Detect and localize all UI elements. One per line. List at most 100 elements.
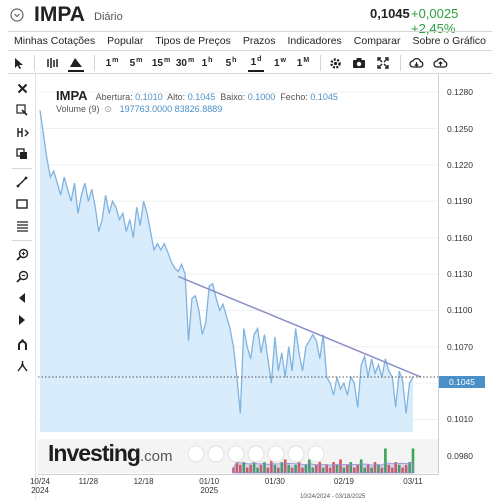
scroll-right-icon[interactable] [14, 312, 30, 328]
trendline [177, 275, 422, 378]
copy-icon[interactable] [14, 146, 30, 162]
volume-bar [363, 467, 366, 473]
volume-bar [304, 464, 308, 473]
zoom-out-icon[interactable] [14, 268, 30, 284]
volume-bar [332, 462, 335, 473]
close-value: 0.1045 [310, 92, 338, 102]
cursor-icon[interactable] [12, 54, 26, 72]
volume-bar [404, 464, 408, 473]
menu-my-quotes[interactable]: Minhas Cotações [14, 35, 96, 47]
menu-indicators[interactable]: Indicadores [287, 35, 342, 47]
camera-icon[interactable] [352, 54, 366, 72]
chart-nav-button [267, 445, 285, 463]
rectangle-tool-icon[interactable] [14, 196, 30, 212]
volume-legend: Volume (9) ⊙ 197763.0000 83826.8889 [56, 104, 223, 114]
volume-bar [380, 467, 384, 473]
price-tick-label: 0.1100 [447, 305, 473, 316]
time-tick-label: 02/19 [333, 477, 354, 486]
chart-settings-icon[interactable] [10, 8, 24, 22]
volume-label: Volume (9) [56, 104, 100, 114]
volume-bar [349, 462, 353, 473]
volume-bar [346, 464, 349, 473]
volume-bar [256, 467, 259, 473]
price-tick-label: 0.1220 [447, 159, 473, 170]
chart-header: IMPA Diário 0,1045 +0,0025 +2,45% [0, 0, 495, 36]
magnet-tool-icon[interactable] [14, 336, 30, 352]
candlestick-chart-icon[interactable] [46, 54, 60, 72]
measure-tool-icon[interactable] [14, 358, 30, 374]
time-tick-label: 12/18 [133, 477, 154, 486]
time-axis[interactable] [38, 474, 438, 500]
drawing-tools-panel [8, 74, 36, 500]
volume-bar [249, 464, 252, 473]
price-axis[interactable] [438, 74, 495, 474]
gear-icon[interactable] [328, 54, 342, 72]
menu-about-chart[interactable]: Sobre o Gráfico [412, 35, 487, 47]
area-chart-icon[interactable] [68, 54, 84, 72]
low-label: Baixo: [220, 92, 246, 102]
price-tick-label: 0.1130 [447, 269, 473, 279]
menu-price-types[interactable]: Tipos de Preços [155, 35, 231, 47]
volume-bar [321, 467, 325, 473]
price-tick-label: 0.1160 [447, 232, 473, 243]
volume-bar [391, 467, 394, 473]
volume-average [232, 460, 414, 474]
fullscreen-icon[interactable] [376, 54, 390, 72]
price-tick-label: 0.1280 [447, 87, 473, 98]
interval-15m[interactable]: 15 m [151, 56, 171, 69]
volume-bar [408, 462, 411, 473]
open-value: 0.1010 [135, 92, 163, 102]
price-area-fill [40, 110, 413, 433]
download-cloud-icon[interactable] [408, 54, 424, 72]
pattern-tool-icon[interactable] [14, 124, 30, 140]
zoom-in-icon[interactable] [14, 246, 30, 262]
volume-bar [328, 467, 332, 473]
last-price: 0,1045 [370, 6, 410, 21]
high-label: Alto: [167, 92, 186, 102]
price-chart[interactable] [38, 74, 438, 474]
menu-timeframes[interactable]: Prazos [242, 35, 276, 47]
crosshair-cursor-icon[interactable] [14, 102, 30, 118]
volume-bar [325, 464, 328, 473]
legend-symbol: IMPA [56, 88, 88, 103]
trendline-tool-icon[interactable] [14, 174, 30, 190]
volume-bar [277, 467, 280, 473]
upload-cloud-icon[interactable] [432, 54, 448, 72]
volume-bar [384, 448, 387, 473]
volume-bar [339, 459, 342, 473]
fibonacci-tool-icon[interactable] [14, 218, 30, 234]
volume-bar [301, 467, 304, 473]
volume-bar [259, 464, 263, 473]
open-label: Abertura: [95, 92, 133, 102]
time-tick-label: 01/10 2025 [199, 477, 220, 495]
volume-bar [270, 456, 273, 473]
volume-bar [297, 462, 301, 473]
menu-popular[interactable]: Popular [107, 35, 144, 47]
date-range-label: 10/24/2024 - 03/18/2025 [300, 494, 366, 500]
volume-bar [280, 462, 284, 473]
timeframe-label: Diário [94, 11, 123, 23]
chart-nav-button [187, 445, 205, 463]
price-tick-label: 0.1070 [447, 341, 473, 352]
scroll-left-icon[interactable] [14, 290, 30, 306]
volume-bar [287, 464, 290, 473]
menu-compare[interactable]: Comparar [353, 35, 401, 47]
volume-bar [273, 464, 277, 473]
volume-bar [387, 464, 391, 473]
close-icon[interactable] [14, 80, 30, 96]
volume-bar [294, 464, 297, 473]
chart-nav-button [247, 445, 265, 463]
chart-nav-button [307, 445, 325, 463]
volume-bar [290, 467, 294, 473]
volume-bar [308, 459, 311, 473]
volume-values: 197763.0000 83826.8889 [119, 104, 223, 114]
interval-30m[interactable]: 30 m [175, 56, 195, 69]
